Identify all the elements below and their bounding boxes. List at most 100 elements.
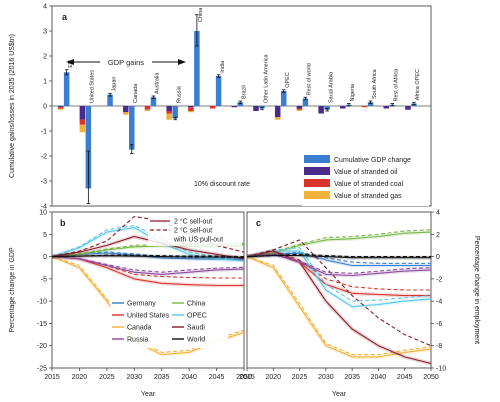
category-label-south-africa: South Africa <box>372 68 378 99</box>
panel-a-yticks: 4 3 2 1 0 -1 -2 -3 -4 <box>41 4 52 211</box>
panel-b-ylabel: Percentage change in GDP <box>9 247 16 333</box>
region-legend-label-china: China <box>187 301 205 308</box>
stranded-bar-value-of-stranded-coal-india <box>209 106 216 109</box>
panel-c-ytick-label: -2 <box>436 276 442 283</box>
stranded-bar-value-of-stranded-oil-saudi-arabia <box>318 106 324 114</box>
stranded-bar-value-of-stranded-coal-australia <box>144 106 151 110</box>
gdp-gains-text-bg <box>100 56 152 68</box>
panel-b-ytick-label: -5 <box>41 276 47 283</box>
panel-b-xtick-label: 2040 <box>181 374 197 381</box>
stranded-bar-value-of-stranded-coal-eu <box>57 107 64 109</box>
gdp-bar-eu <box>63 72 70 106</box>
stranded-bar-value-of-stranded-oil-china <box>188 106 194 108</box>
legend-label-value-of-stranded-coal: Value of stranded coal <box>334 181 404 188</box>
region-legend-label-germany: Germany <box>127 301 156 308</box>
panel-c-ytick-label: -6 <box>436 321 442 328</box>
panel-c-line-russia-dashed <box>246 253 432 274</box>
panel-b-ytick-label: 10 <box>39 210 47 217</box>
panel-c-ytick-label: 2 <box>436 232 440 239</box>
stranded-bar-value-of-stranded-gas-australia <box>144 109 151 111</box>
category-label-eu: EU <box>68 60 74 68</box>
legend-label-value-of-stranded-gas: Value of stranded gas <box>334 193 402 200</box>
stranded-bar-value-of-stranded-gas-eu <box>57 108 64 110</box>
panel-a-ytick-label: 4 <box>43 4 47 11</box>
panel-b: b Percentage change in GDP Year 10 5 0 -5 -1… <box>9 210 252 399</box>
scenario-legend-label: 2 °C sell-out <box>174 227 212 235</box>
gdp-bar-canada <box>129 106 135 150</box>
panel-c-line-germany-dashed <box>246 251 431 264</box>
category-label-japan: Japan <box>111 77 117 92</box>
gdp-bar-brazil <box>237 102 244 106</box>
panel-b-xtick-label: 2025 <box>99 374 115 381</box>
panel-a-ytick-label: -4 <box>41 204 47 211</box>
panel-c-xlabel: Year <box>332 391 347 398</box>
panel-b-ytick-label: -25 <box>37 366 47 373</box>
stranded-bar-value-of-stranded-oil-brazil <box>231 106 238 108</box>
legend-swatch-value-of-stranded-oil <box>304 167 330 175</box>
panel-b-frame <box>51 211 245 369</box>
panel-c-xtick-label: 2020 <box>265 374 281 381</box>
stranded-bar-value-of-stranded-oil-rest-of-africa <box>383 106 389 109</box>
gdp-bar-australia <box>150 97 157 106</box>
stranded-bar-value-of-stranded-oil-canada <box>123 106 129 113</box>
gdp-bar-united-states <box>85 106 92 189</box>
panel-b-ytick-label: 5 <box>43 232 47 239</box>
stranded-bar-value-of-stranded-coal-south-africa <box>361 106 368 108</box>
panel-b-xtick-label: 2050 <box>236 374 252 381</box>
gdp-bar-opec <box>280 91 287 106</box>
stranded-bar-value-of-stranded-coal-united-states <box>79 119 86 125</box>
panel-c-ytick-label: 4 <box>436 210 440 217</box>
legend-label-cumulative-gdp-change: Cumulative GDP change <box>334 157 411 164</box>
panel-b-xtick-label: 2015 <box>44 374 60 381</box>
panel-c-line-germany-solid <box>246 252 431 267</box>
stranded-bar-value-of-stranded-oil-united-states <box>79 106 86 120</box>
stranded-bar-value-of-stranded-oil-rest-of-world <box>296 106 303 109</box>
panel-c-ytick-label: -10 <box>436 366 446 373</box>
panel-c-xtick-label: 2035 <box>344 374 360 381</box>
discount-rate-note: 10% discount rate <box>194 181 250 188</box>
panel-b-ytick-label: -15 <box>37 321 47 328</box>
panel-b-xtick-label: 2035 <box>154 374 170 381</box>
panel-c-line-china-dashed <box>246 229 432 258</box>
stranded-bar-value-of-stranded-oil-africa-opec <box>405 106 411 110</box>
panel-c-line-united-states-dashed <box>246 250 431 291</box>
gdp-bar-russia <box>172 106 178 119</box>
category-label-brazil: Brazil <box>242 85 248 99</box>
category-label-china: China <box>198 7 204 22</box>
stranded-bar-value-of-stranded-oil-nigeria <box>340 106 346 109</box>
panel-b-region-legend: Germany China United States OPEC Canada Saudi… <box>110 296 228 348</box>
panel-b-xtick-label: 2030 <box>126 374 142 381</box>
category-label-africa-opec: Africa OPEC <box>415 69 421 100</box>
gdp-gains-arrowhead-right <box>178 59 186 65</box>
panel-b-xticks: 2015 2020 2025 2030 2035 2040 2045 2050 <box>44 368 252 381</box>
region-legend-label-russia: Russia <box>127 337 149 344</box>
stranded-bar-value-of-stranded-oil-russia <box>166 106 172 111</box>
panel-c-xtick-label: 2040 <box>371 374 387 381</box>
panel-c-xtick-label: 2050 <box>423 374 439 381</box>
panel-a: a Cumulative gains/losses in 2035 (2016 … <box>9 4 432 211</box>
category-label-nigeria: Nigeria <box>350 83 356 101</box>
panel-a-bars <box>57 14 417 204</box>
panel-c-xtick-label: 2045 <box>397 374 413 381</box>
panel-c-line-world-solid <box>246 254 431 259</box>
panel-c-line-opec-solid <box>246 250 432 308</box>
gdp-bar-japan <box>107 94 113 106</box>
panel-a-ytick-label: -3 <box>41 179 47 186</box>
panel-c-ytick-label: -4 <box>436 299 442 306</box>
panel-b-label: b <box>60 218 66 228</box>
legend-label-value-of-stranded-oil: Value of stranded oil <box>334 169 398 176</box>
gdp-bar-rest-of-world <box>302 98 309 106</box>
scenario-legend-label: 2 °C sell-out <box>174 218 212 226</box>
panel-b-yticks: 10 5 0 -5 -10 -15 -20 -25 <box>37 210 52 373</box>
gdp-bar-india <box>215 76 222 106</box>
panel-c-ytick-label: 0 <box>436 254 440 261</box>
panel-c-frame <box>246 211 432 369</box>
panel-c-line-saudi-solid <box>246 250 432 365</box>
panel-b-line-russia-solid <box>51 256 245 275</box>
panel-a-ytick-label: 2 <box>43 54 47 61</box>
panel-b-line-world-solid <box>51 255 245 259</box>
panel-a-legend: Cumulative GDP change Value of stranded o… <box>302 152 429 206</box>
gdp-bar-south-africa <box>367 102 374 106</box>
panel-c-line-saudi-dashed <box>246 239 432 347</box>
